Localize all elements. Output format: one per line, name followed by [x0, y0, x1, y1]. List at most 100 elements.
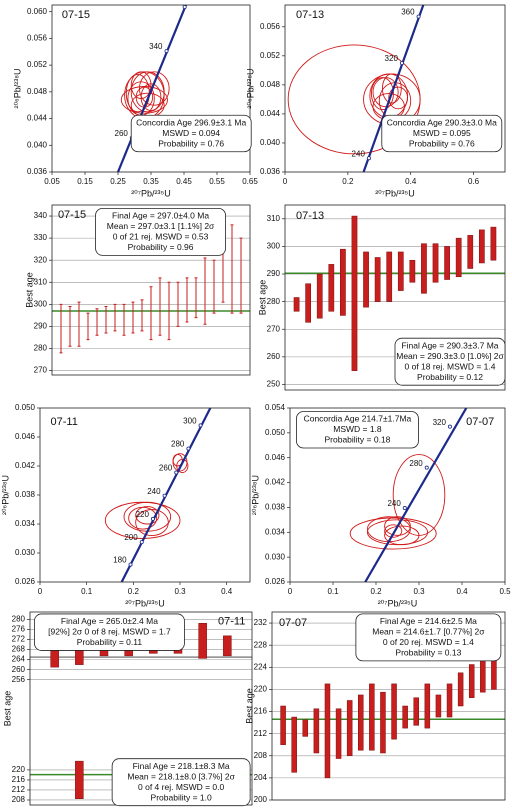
x-tick-label: 0.35 [143, 177, 159, 186]
error-bar [444, 246, 450, 280]
error-bar [457, 672, 464, 707]
plot-frame [289, 407, 506, 583]
y-tick-label: 290 [34, 322, 48, 331]
y-tick-label: 0.042 [265, 478, 286, 487]
error-bar [302, 719, 309, 737]
error-bar [490, 226, 497, 261]
x-tick-label: 0.3 [174, 587, 186, 596]
stats-line: Mean = 297.0±3.1 [1.1%] 2σ [107, 221, 215, 231]
stats-box [381, 114, 503, 153]
error-bar [346, 700, 353, 757]
y-tick-label: 220 [12, 765, 26, 774]
age-label: 240 [352, 149, 366, 158]
y-tick-label: 290 [267, 269, 281, 278]
y-axis-title: ²⁰⁶Pb/²³⁸U [0, 475, 10, 515]
stats-line: Final Age = 290.3±3.7 Ma [401, 340, 498, 350]
panel: 250 260 270 280 290 300 310 Best age 07-13 Final … [257, 204, 506, 391]
panel-label: 07-11 [51, 416, 78, 428]
x-tick-label: 0.5 [499, 587, 511, 596]
error-bar [374, 257, 381, 302]
error-bar [391, 683, 397, 740]
y-tick-label: 270 [34, 366, 48, 375]
error-bar [230, 224, 234, 314]
y-tick-label: 280 [12, 615, 26, 624]
x-tick-label: 0.1 [327, 587, 339, 596]
x-tick-label: 0.4 [221, 587, 233, 596]
x-tick-label: 0.45 [176, 177, 192, 186]
error-ellipse [384, 524, 403, 538]
plot-frame [51, 4, 251, 173]
error-bar [280, 705, 286, 745]
stats-line: Mean = 214.6±1.7 [0.77%] 2σ [372, 627, 485, 637]
error-bar [113, 303, 117, 332]
error-bar [363, 251, 369, 308]
plot-content [52, 224, 250, 354]
y-tick-label: 260 [267, 352, 281, 361]
stats-box [34, 613, 185, 651]
panel-label: 07-13 [296, 210, 324, 222]
error-bar [149, 286, 153, 341]
y-tick-label: 0.036 [260, 167, 281, 176]
x-tick-label: 0 [283, 177, 288, 186]
y-tick-label: 0.044 [260, 109, 281, 118]
y-axis-title: Best age [24, 272, 34, 308]
y-tick-label: 208 [254, 751, 268, 760]
error-bar [478, 229, 485, 264]
panel-label: 07-13 [296, 9, 324, 21]
y-tick-label: 0.050 [265, 428, 286, 437]
age-marker [447, 424, 452, 429]
y-tick-label: 208 [12, 795, 26, 804]
age-marker [164, 49, 169, 54]
error-bar [435, 694, 442, 718]
x-tick-label: 0.2 [128, 587, 140, 596]
age-marker [162, 493, 167, 498]
error-bar [369, 683, 375, 751]
error-ellipse [130, 71, 152, 99]
y-tick-label: 0.056 [260, 22, 281, 31]
error-bar [86, 312, 90, 341]
y-tick-label: 0.036 [27, 167, 48, 176]
y-tick-label: 260 [12, 665, 26, 674]
x-axis-title: ²⁰⁷Pb/²³⁵U [375, 188, 415, 198]
stats-line: Probability = 0.96 [128, 242, 194, 252]
y-tick-label: 212 [12, 785, 26, 794]
x-tick-label: 0 [38, 587, 43, 596]
panel: 0.036 0.040 0.044 0.048 0.052 0.056 0.060 0.05 0… [12, 4, 258, 198]
age-label: 280 [171, 440, 185, 449]
error-bar [335, 708, 342, 759]
y-tick-label: 228 [254, 640, 268, 649]
age-marker [186, 446, 191, 451]
y-tick-label: 0.054 [265, 403, 286, 412]
stats-box [95, 207, 226, 256]
error-ellipse [392, 454, 446, 536]
age-marker [139, 540, 144, 545]
y-tick-label: 0.040 [27, 140, 48, 149]
y-axis-title: Best age [2, 691, 12, 727]
panel-label: 07-07 [279, 617, 307, 629]
error-bar [77, 301, 81, 347]
age-label: 240 [147, 487, 161, 496]
stats-box [111, 758, 251, 807]
age-marker [174, 470, 179, 475]
x-axis-title: ²⁰⁷Pb/²³⁵U [131, 188, 171, 198]
stats-line: Probability = 1.0 [151, 792, 212, 802]
x-tick-label: 0.3 [413, 587, 425, 596]
error-ellipse [138, 71, 170, 106]
error-bar [432, 243, 439, 283]
stats-line: Final Age = 297.0±4.0 Ma [112, 211, 209, 221]
error-bar [131, 301, 135, 334]
x-tick-label: 0.05 [44, 177, 60, 186]
error-ellipse [388, 86, 409, 110]
x-axis-title: ²⁰⁷Pb/²³⁵U [378, 598, 418, 608]
y-tick-label: 0.038 [15, 490, 36, 499]
stats-line: [92%] 2σ 0 of 8 rej. MSWD = 1.7 [48, 627, 171, 637]
stats-line: Probability = 0.12 [417, 372, 483, 382]
y-tick-label: 300 [267, 242, 281, 251]
concordia-curve [116, 5, 188, 172]
stats-line: Probability = 0.76 [409, 138, 475, 148]
error-bar [446, 683, 453, 718]
age-marker [182, 5, 187, 10]
error-bar [75, 760, 84, 799]
stats-line: Probability = 0.13 [395, 648, 461, 658]
